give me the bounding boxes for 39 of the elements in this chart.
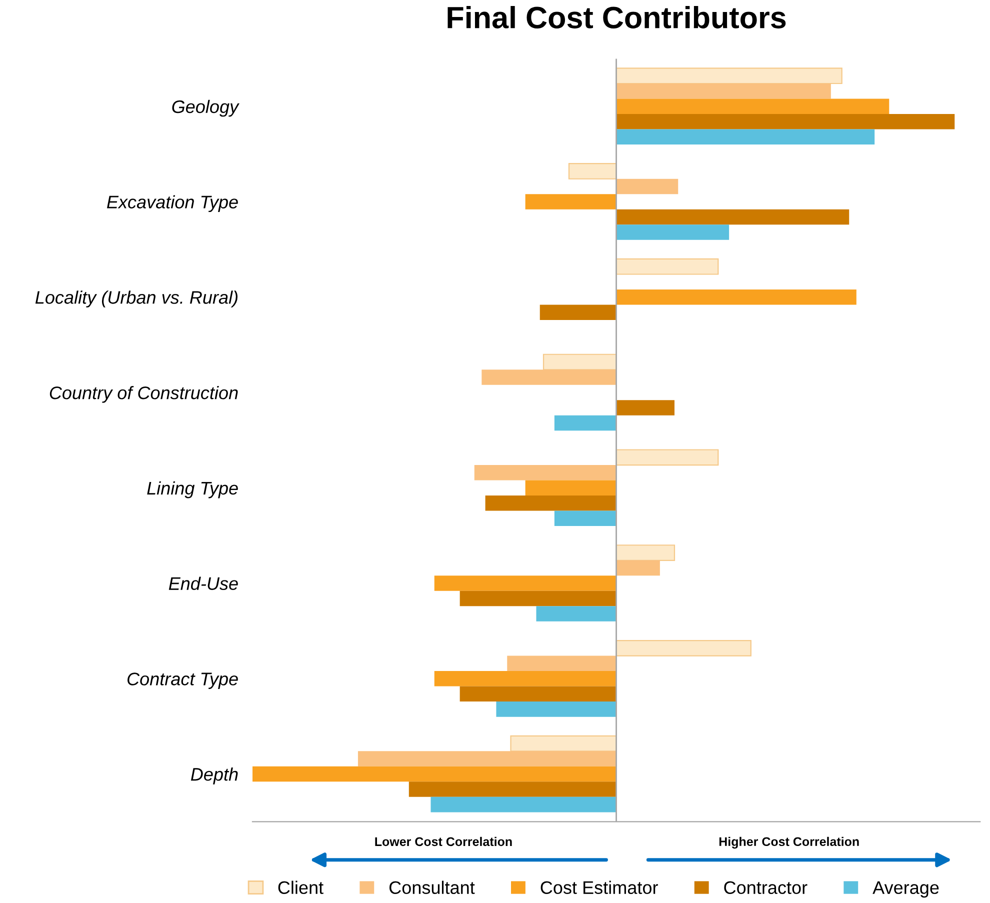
bar [536,606,616,622]
bar [408,782,616,797]
bar [485,496,616,511]
bar [434,576,616,591]
y-tick-label: End-Use [168,576,238,590]
chart-title: Final Cost Contributors [448,6,786,28]
bar [616,114,955,130]
y-tick-label: Excavation Type [106,195,238,212]
y-tick-label: Locality (Urban vs. Rural) [35,290,238,308]
bar [460,590,616,606]
bar [525,480,616,496]
bar [540,304,616,320]
bar [434,671,616,686]
bar [616,129,875,145]
y-tick-label: Contract Type [128,672,238,689]
bar [616,290,856,305]
y-tick-label: Country of Construction [50,386,238,403]
bar [616,98,890,114]
y-tick-label: Depth [190,768,238,784]
bar [554,415,616,431]
text: Lower Cost Correlation [375,836,512,846]
legend-label: Consultant [389,880,475,894]
y-tick-label: Lining Type [147,481,238,498]
bar [525,194,616,210]
bar [496,702,616,717]
text: Higher Cost Correlation [719,836,859,849]
y-tick-label: Geology [172,100,240,117]
legend-label: Client [278,880,324,894]
bar [616,209,850,225]
legend-label: Average [872,881,939,898]
legend-label: Cost Estimator [540,880,658,894]
legend-label: Contractor [724,881,808,894]
bar [430,796,616,812]
bar [616,224,730,240]
bar [616,258,719,275]
bar [252,766,616,782]
bar [554,510,616,526]
bar [616,400,674,416]
bar [460,686,616,702]
